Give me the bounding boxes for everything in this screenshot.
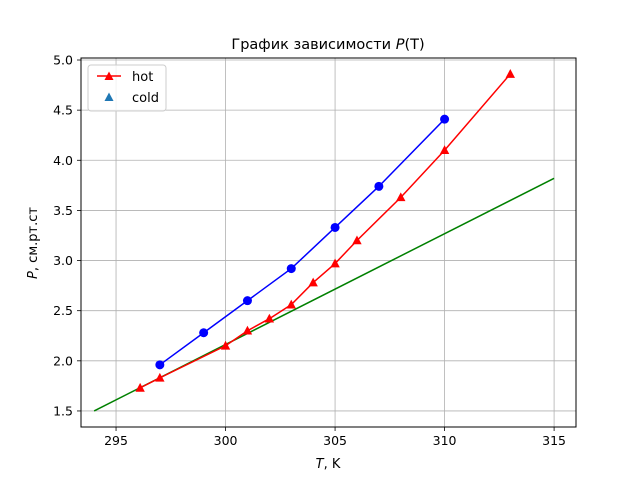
series-blue-point-1 — [199, 328, 209, 338]
series-hot-point-10 — [439, 145, 450, 155]
series-hot — [135, 69, 515, 392]
x-tick-label-4: 315 — [542, 433, 566, 448]
series-blue-point-3 — [286, 264, 296, 274]
y-axis-label: P, см.рт.ст — [26, 207, 41, 279]
x-axis-label: T, K — [316, 457, 341, 472]
series-hot-point-6 — [308, 277, 318, 287]
legend-hot-label: hot — [132, 70, 153, 85]
series-hot-point-0 — [135, 382, 145, 392]
legend: hot cold — [87, 64, 167, 112]
x-tick-label-3: 310 — [433, 433, 457, 448]
series-blue-point-2 — [242, 296, 252, 306]
x-tick-label-1: 300 — [214, 433, 238, 448]
x-ticks: 295 300 305 310 315 — [104, 427, 566, 448]
series-blue-point-0 — [155, 360, 165, 370]
y-tick-label-1: 2.0 — [53, 353, 73, 368]
series-hot-point-7 — [330, 258, 340, 268]
x-tick-label-0: 295 — [104, 433, 128, 448]
series-hot-line — [139, 73, 511, 389]
series-hot-point-3 — [242, 325, 253, 335]
series-hot-point-8 — [352, 235, 362, 245]
y-tick-label-6: 4.5 — [53, 103, 73, 118]
series-blue-point-5 — [374, 181, 384, 191]
y-tick-label-2: 2.5 — [53, 303, 73, 318]
plot-frame — [80, 57, 577, 428]
series-hot-point-5 — [286, 299, 296, 309]
series-hot-point-11 — [505, 69, 515, 78]
series-blue-point-4 — [330, 222, 340, 232]
y-tick-label-4: 3.5 — [53, 203, 73, 218]
y-tick-label-3: 3.0 — [53, 253, 73, 268]
grid — [81, 58, 576, 427]
y-tick-label-7: 5.0 — [53, 53, 73, 68]
series-hot-point-4 — [264, 313, 275, 323]
chart-title: График зависимости P(T) — [231, 37, 424, 53]
series-hot-point-1 — [155, 372, 165, 382]
series-blue — [155, 114, 450, 370]
x-tick-label-2: 305 — [323, 433, 347, 448]
series-hot-point-9 — [396, 192, 406, 202]
y-tick-label-0: 1.5 — [53, 403, 73, 418]
legend-cold-marker — [104, 92, 114, 101]
legend-hot-marker — [104, 71, 114, 80]
legend-cold-label: cold — [132, 91, 159, 106]
series-hot-point-2 — [220, 340, 231, 350]
series-blue-point-6 — [440, 114, 450, 124]
y-tick-label-5: 4.0 — [53, 153, 73, 168]
y-ticks: 1.5 2.0 2.5 3.0 3.5 4.0 4.5 5.0 — [53, 53, 81, 418]
